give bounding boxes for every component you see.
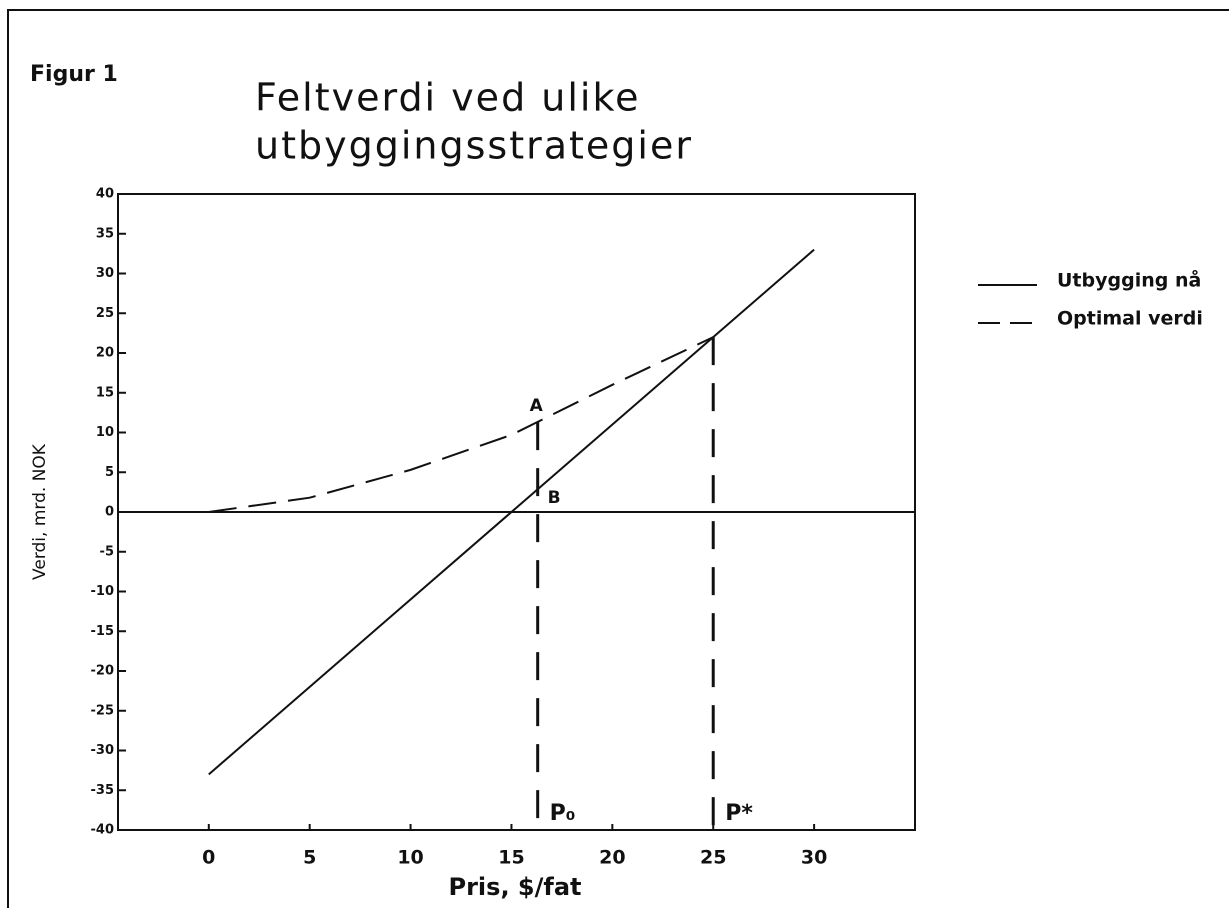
x-tick-label: 10 [397,847,423,869]
legend-label: Utbygging nå [1057,268,1201,292]
x-tick-label: 20 [599,847,625,869]
x-tick-label: 0 [202,847,215,869]
legend-label: Optimal verdi [1057,308,1203,330]
y-tick-label: 20 [96,346,114,361]
series-line [208,248,815,776]
y-tick-label: -25 [91,703,115,718]
series-line [208,336,714,513]
y-tick-label: 15 [96,385,114,400]
y-tick-label: -40 [91,823,115,838]
marker-label: P* [725,801,753,826]
x-tick-label: 25 [700,847,726,869]
y-tick-label: 0 [105,505,114,520]
frame [7,9,1229,908]
y-tick-label: -35 [91,783,115,798]
y-tick-label: -5 [100,544,114,559]
y-tick-label: 10 [96,425,114,440]
annotation: B [548,488,561,508]
chart-title: utbyggingsstrategier [255,124,693,168]
x-tick-label: 15 [498,847,524,869]
annotation: A [530,396,544,416]
x-tick-label: 30 [801,847,827,869]
y-tick-label: -10 [91,584,115,599]
marker-label: P₀ [550,801,576,826]
x-tick-label: 5 [303,847,316,869]
x-axis-label: Pris, $/fat [449,873,582,901]
y-tick-label: -30 [91,743,115,758]
y-tick-label: 25 [96,306,114,321]
y-tick-label: -20 [91,664,115,679]
y-tick-label: 5 [105,465,114,480]
chart-title: Feltverdi ved ulike [255,76,641,120]
y-tick-label: 40 [96,187,114,202]
y-tick-label: 30 [96,266,114,281]
y-tick-label: -15 [91,624,115,639]
y-axis-label: Verdi, mrd. NOK [30,443,50,580]
y-tick-label: 35 [96,226,114,241]
figure-label: Figur 1 [30,62,118,87]
